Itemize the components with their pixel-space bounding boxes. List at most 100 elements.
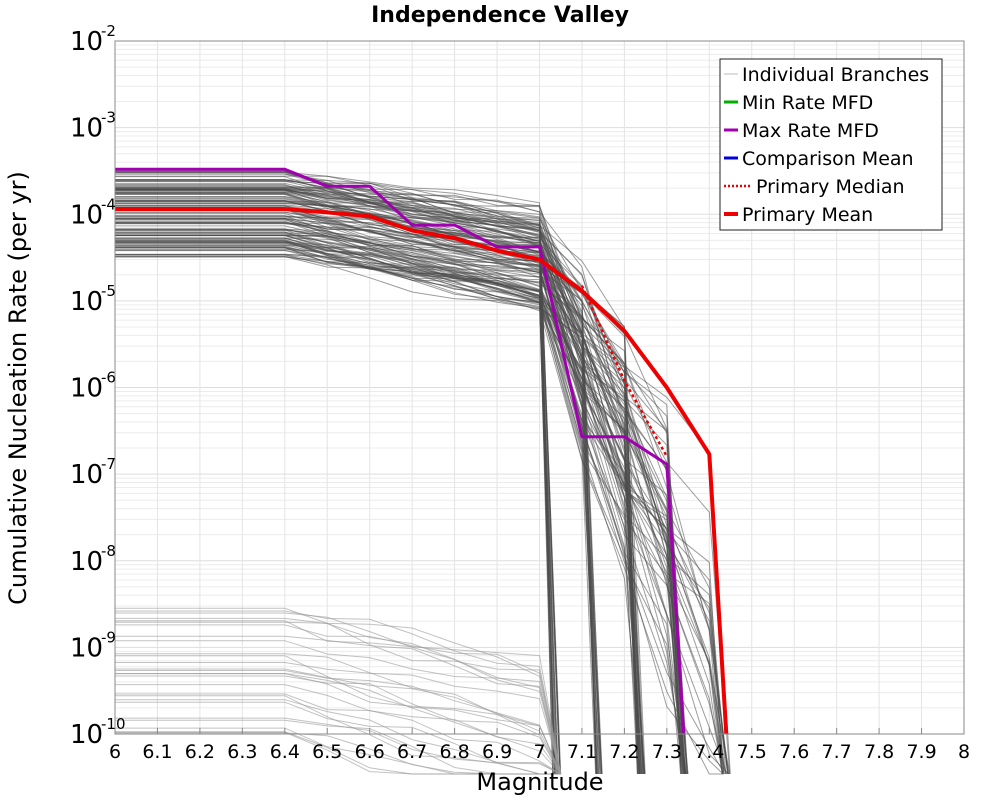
- branch-line: [115, 234, 686, 775]
- branch-line: [115, 192, 641, 775]
- y-tick-label: 10: [70, 633, 103, 663]
- legend-label: Primary Mean: [742, 204, 873, 226]
- branch-line-low: [115, 731, 561, 775]
- branch-line-low: [115, 693, 561, 775]
- branch-line: [115, 188, 687, 775]
- branch-line: [115, 186, 688, 775]
- y-tick-label: 10: [70, 114, 103, 144]
- branch-line-low: [115, 684, 562, 775]
- branch-line: [115, 234, 598, 775]
- branch-line-low: [115, 675, 562, 775]
- branch-line: [115, 185, 562, 775]
- branch-line: [115, 200, 556, 775]
- primary-median-line: [580, 285, 668, 458]
- branch-line-low: [115, 701, 561, 775]
- legend-label: Primary Median: [756, 176, 905, 198]
- branch-line: [115, 189, 555, 775]
- x-tick-label: 7.4: [694, 741, 724, 763]
- x-tick-label: 7.2: [609, 741, 639, 763]
- legend-label: Individual Branches: [742, 64, 929, 86]
- y-tick-exponent: -4: [101, 195, 116, 213]
- branch-line-low: [115, 610, 562, 775]
- x-tick-label: 7: [533, 741, 545, 763]
- branch-line: [115, 255, 554, 775]
- branch-line: [115, 218, 601, 775]
- x-tick-label: 7.6: [779, 741, 809, 763]
- x-tick-label: 7.3: [652, 741, 682, 763]
- branch-line-low: [115, 624, 562, 775]
- legend-box: [719, 58, 943, 231]
- y-tick-exponent: -2: [101, 22, 116, 40]
- branch-line-low: [115, 673, 562, 775]
- y-tick-label: 10: [70, 547, 103, 577]
- branch-line: [115, 235, 686, 775]
- y-tick-exponent: -8: [101, 542, 116, 560]
- y-tick-exponent: -5: [101, 282, 116, 300]
- branch-line: [115, 245, 687, 775]
- branch-line: [115, 189, 597, 775]
- branch-line-low: [115, 695, 561, 775]
- branch-line: [115, 208, 561, 775]
- branch-line: [115, 204, 641, 775]
- legend-label: Comparison Mean: [742, 148, 914, 170]
- x-tick-label: 7.7: [822, 741, 852, 763]
- y-tick-label: 10: [70, 460, 103, 490]
- x-tick-label: 6.7: [397, 741, 427, 763]
- branch-line-low: [115, 673, 562, 775]
- branch-line: [115, 243, 688, 775]
- y-tick-exponent: -6: [101, 369, 116, 387]
- y-tick-exponent: -3: [101, 109, 116, 127]
- x-axis-label: Magnitude: [476, 768, 603, 796]
- branch-line: [115, 182, 645, 775]
- max-rate-mfd-line: [115, 167, 686, 735]
- branch-line: [115, 189, 600, 775]
- branch-line: [115, 216, 645, 775]
- y-axis-label: Cumulative Nucleation Rate (per yr): [4, 171, 32, 605]
- main-series: [115, 167, 729, 735]
- x-tick-label: 6.3: [227, 741, 257, 763]
- y-tick-label: 10: [70, 720, 103, 750]
- branch-line-low: [115, 668, 562, 775]
- branch-line-low: [115, 617, 562, 775]
- branch-line: [115, 232, 683, 775]
- branch-line: [115, 223, 684, 775]
- x-tick-label: 6.9: [482, 741, 512, 763]
- x-tick-label: 6: [109, 741, 121, 763]
- branch-line-low: [115, 662, 562, 775]
- x-axis-ticks: 6 6.1 6.2 6.3 6.4 6.5 6.6 6.7 6.8 6.9 7 7.1 7.2 7.3 7.…: [109, 728, 970, 763]
- branch-line-low: [115, 612, 562, 775]
- y-tick-label: 10: [70, 374, 103, 404]
- y-tick-label: 10: [70, 287, 103, 317]
- branch-line: [115, 218, 687, 775]
- y-tick-label: 10: [70, 200, 103, 230]
- y-tick-exponent: -10: [101, 715, 126, 733]
- y-tick-exponent: -9: [101, 628, 116, 646]
- branch-line-low: [115, 653, 562, 775]
- branch-line: [115, 207, 557, 775]
- branch-line: [115, 246, 559, 775]
- chart-title: Independence Valley: [371, 3, 629, 28]
- x-tick-label: 6.4: [270, 741, 300, 763]
- legend: Individual Branches Min Rate MFD Max Rate …: [719, 58, 943, 231]
- x-tick-label: 7.1: [567, 741, 597, 763]
- x-tick-label: 7.9: [906, 741, 936, 763]
- primary-mean-line: [115, 207, 729, 735]
- branch-line: [115, 237, 556, 775]
- x-tick-label: 6.2: [185, 741, 215, 763]
- branch-line-low: [115, 670, 562, 775]
- x-tick-label: 7.5: [737, 741, 767, 763]
- x-tick-label: 8: [958, 741, 970, 763]
- branch-line: [115, 235, 601, 775]
- branch-line: [115, 231, 682, 775]
- x-tick-label: 6.1: [142, 741, 172, 763]
- x-tick-label: 6.5: [312, 741, 342, 763]
- legend-label: Min Rate MFD: [742, 92, 873, 114]
- branch-line-low: [115, 699, 561, 775]
- branch-line-low: [115, 655, 562, 775]
- y-tick-label: 10: [70, 27, 103, 57]
- x-tick-label: 6.8: [439, 741, 469, 763]
- y-tick-exponent: -7: [101, 455, 116, 473]
- branch-line-low: [115, 640, 562, 775]
